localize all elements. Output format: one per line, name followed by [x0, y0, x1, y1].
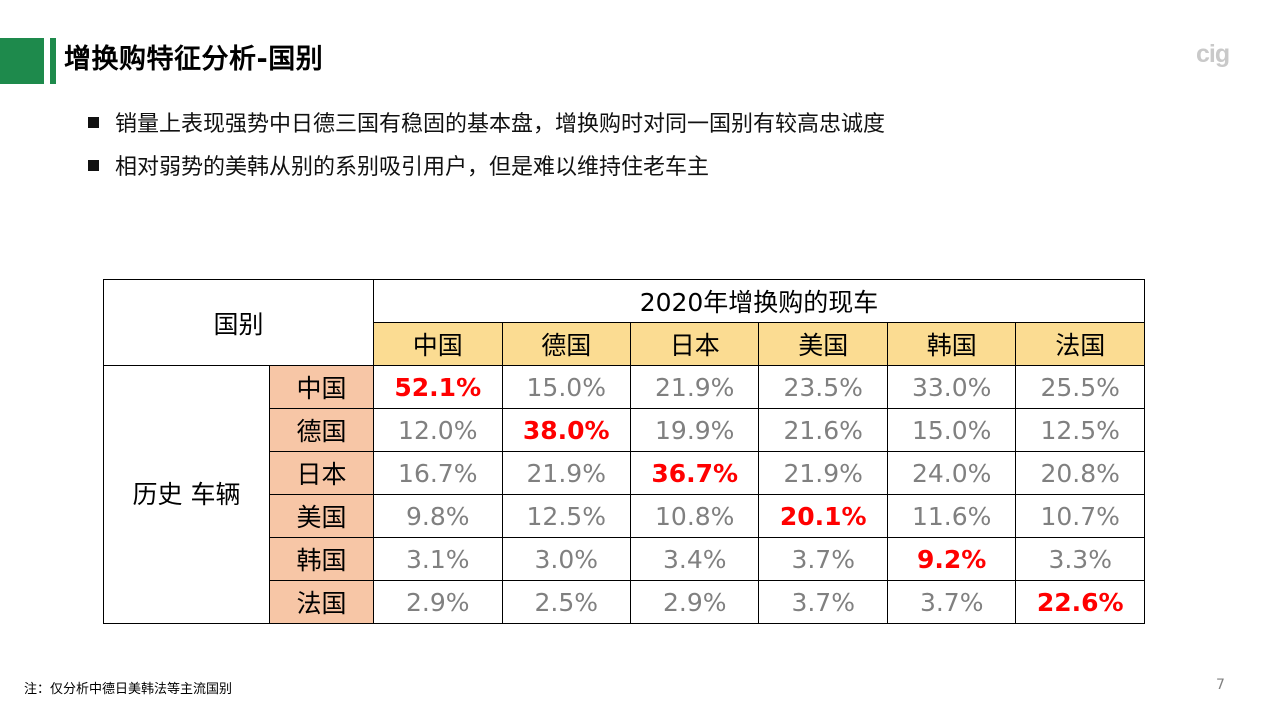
page-number: 7 [1216, 677, 1225, 693]
table-cell: 3.1% [373, 537, 503, 581]
brand-loyalty-table: 国别 2020年增换购的现车 中国 德国 日本 美国 韩国 法国 历史 车辆 中国 52.1%… [102, 279, 1145, 624]
table-cell: 23.5% [758, 365, 888, 409]
table-cell: 2.9% [373, 580, 503, 624]
row-header: 法国 [268, 580, 375, 624]
table-cell: 25.5% [1015, 365, 1145, 409]
table-cell: 12.5% [501, 494, 631, 538]
bullet-item: 销量上表现强势中日德三国有稳固的基本盘，增换购时对同一国别有较高忠诚度 [88, 102, 885, 142]
table-row: 德国 12.0% 38.0% 19.9% 21.6% 15.0% 12.5% [104, 408, 1145, 452]
highlight-cell: 38.0% [501, 408, 631, 452]
table-cell: 21.9% [501, 451, 631, 495]
page-title: 增换购特征分析-国别 [64, 44, 324, 75]
highlight-cell: 52.1% [373, 365, 503, 409]
highlight-cell: 22.6% [1015, 580, 1145, 624]
row-header: 韩国 [268, 537, 375, 581]
column-header: 美国 [758, 322, 888, 366]
table-cell: 19.9% [629, 408, 760, 452]
table-cell: 3.4% [629, 537, 760, 581]
bullet-list: 销量上表现强势中日德三国有稳固的基本盘，增换购时对同一国别有较高忠诚度 相对弱势… [88, 102, 885, 188]
brand-logo: cig [1196, 40, 1230, 68]
square-bullet-icon [88, 116, 99, 128]
table-cell: 10.7% [1015, 494, 1145, 538]
column-header: 中国 [373, 322, 503, 366]
table-cell: 10.8% [629, 494, 760, 538]
highlight-cell: 20.1% [758, 494, 888, 538]
row-header: 日本 [268, 451, 375, 495]
column-header-row: 中国 德国 日本 美国 韩国 法国 [104, 322, 1145, 366]
square-bullet-icon [88, 159, 99, 171]
highlight-cell: 9.2% [886, 537, 1017, 581]
column-group-header: 2020年增换购的现车 [373, 279, 1145, 323]
table-cell: 33.0% [886, 365, 1017, 409]
table-cell: 3.3% [1015, 537, 1145, 581]
table-cell: 9.8% [373, 494, 503, 538]
table-cell: 20.8% [1015, 451, 1145, 495]
bullet-text: 相对弱势的美韩从别的系别吸引用户，但是难以维持住老车主 [115, 155, 710, 180]
table-cell: 21.9% [629, 365, 760, 409]
table-cell: 24.0% [886, 451, 1017, 495]
table-cell: 3.7% [758, 537, 888, 581]
bullet-item: 相对弱势的美韩从别的系别吸引用户，但是难以维持住老车主 [88, 145, 885, 185]
row-header: 德国 [268, 408, 375, 452]
row-header: 中国 [268, 365, 375, 409]
column-header: 德国 [501, 322, 631, 366]
bullet-text: 销量上表现强势中日德三国有稳固的基本盘，增换购时对同一国别有较高忠诚度 [115, 112, 886, 137]
title-accent-bar [0, 38, 44, 84]
column-header: 韩国 [886, 322, 1017, 366]
table-cell: 2.5% [501, 580, 631, 624]
table-cell: 12.0% [373, 408, 503, 452]
table-cell: 11.6% [886, 494, 1017, 538]
table-cell: 2.9% [629, 580, 760, 624]
corner-header: 国别 [102, 279, 375, 366]
table-cell: 3.7% [886, 580, 1017, 624]
footnote: 注：仅分析中德日美韩法等主流国别 [24, 682, 233, 697]
column-header: 法国 [1015, 322, 1145, 366]
table-cell: 3.7% [758, 580, 888, 624]
table-cell: 15.0% [886, 408, 1017, 452]
title-accent-stripe [50, 38, 56, 84]
table-cell: 12.5% [1015, 408, 1145, 452]
table-cell: 16.7% [373, 451, 503, 495]
table-cell: 15.0% [501, 365, 631, 409]
row-group-header: 历史 车辆 [103, 365, 270, 624]
table-cell: 3.0% [501, 537, 631, 581]
table-row: 法国 2.9% 2.5% 2.9% 3.7% 3.7% 22.6% [104, 580, 1145, 624]
row-header: 美国 [268, 494, 375, 538]
table-row: 美国 9.8% 12.5% 10.8% 20.1% 11.6% 10.7% [104, 494, 1145, 538]
table-row: 日本 16.7% 21.9% 36.7% 21.9% 24.0% 20.8% [104, 451, 1145, 495]
table-row: 历史 车辆 中国 52.1% 15.0% 21.9% 23.5% 33.0% 25.5% [103, 365, 1145, 624]
table-cell: 21.9% [758, 451, 888, 495]
highlight-cell: 36.7% [629, 451, 760, 495]
column-header: 日本 [629, 322, 760, 366]
table-cell: 21.6% [758, 408, 888, 452]
